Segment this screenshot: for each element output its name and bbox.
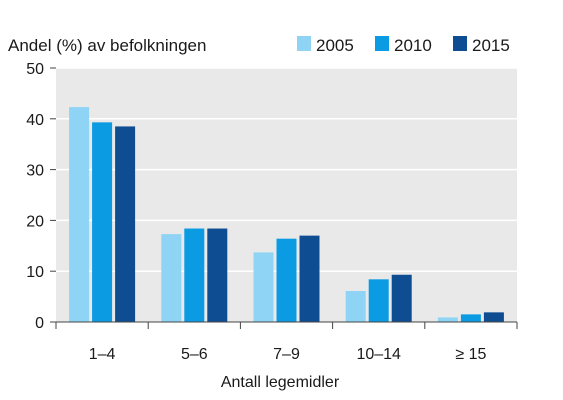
x-tick-label: 5–6 — [181, 346, 208, 363]
bar-2015-0 — [115, 126, 136, 322]
y-tick-label: 30 — [26, 163, 44, 180]
legend-label-2015: 2015 — [472, 36, 510, 55]
bar-2015-3 — [391, 274, 412, 322]
x-axis: 1–4 5–6 7–9 10–14 ≥ 15 — [55, 321, 518, 363]
x-tick-label: 10–14 — [356, 346, 401, 363]
legend-swatch-2010 — [375, 36, 389, 51]
x-tick-label: 7–9 — [273, 346, 300, 363]
x-tick-label: ≥ 15 — [455, 346, 486, 363]
y-tick-label: 10 — [26, 264, 44, 281]
bar-2010-1 — [184, 228, 205, 322]
y-tick-label: 20 — [26, 213, 44, 230]
legend-label-2005: 2005 — [316, 36, 354, 55]
bars — [69, 107, 504, 322]
x-axis-label: Antall legemidler — [221, 374, 340, 391]
bar-2010-2 — [276, 238, 297, 322]
bar-2005-3 — [345, 291, 366, 322]
bar-2015-4 — [483, 312, 504, 322]
y-tick-label: 40 — [26, 112, 44, 129]
legend-swatch-2005 — [297, 36, 311, 51]
bar-2010-3 — [368, 279, 389, 322]
bar-2005-4 — [437, 317, 458, 322]
legend-label-2010: 2010 — [394, 36, 432, 55]
legend: 2005 2010 2015 — [297, 36, 510, 55]
y-axis-ticks: 0 10 20 30 40 50 — [26, 61, 56, 332]
y-tick-label: 50 — [26, 61, 44, 78]
y-axis-label: Andel (%) av befolkningen — [8, 36, 206, 55]
bar-2015-2 — [299, 235, 320, 322]
legend-swatch-2015 — [453, 36, 467, 51]
bar-2015-1 — [207, 228, 228, 322]
bar-2005-1 — [161, 234, 182, 322]
bar-2010-4 — [460, 314, 481, 322]
bar-2005-0 — [69, 107, 90, 322]
y-tick-label: 0 — [35, 315, 44, 332]
x-tick-label: 1–4 — [89, 346, 116, 363]
bar-2010-0 — [92, 122, 113, 322]
bar-2005-2 — [253, 252, 274, 322]
